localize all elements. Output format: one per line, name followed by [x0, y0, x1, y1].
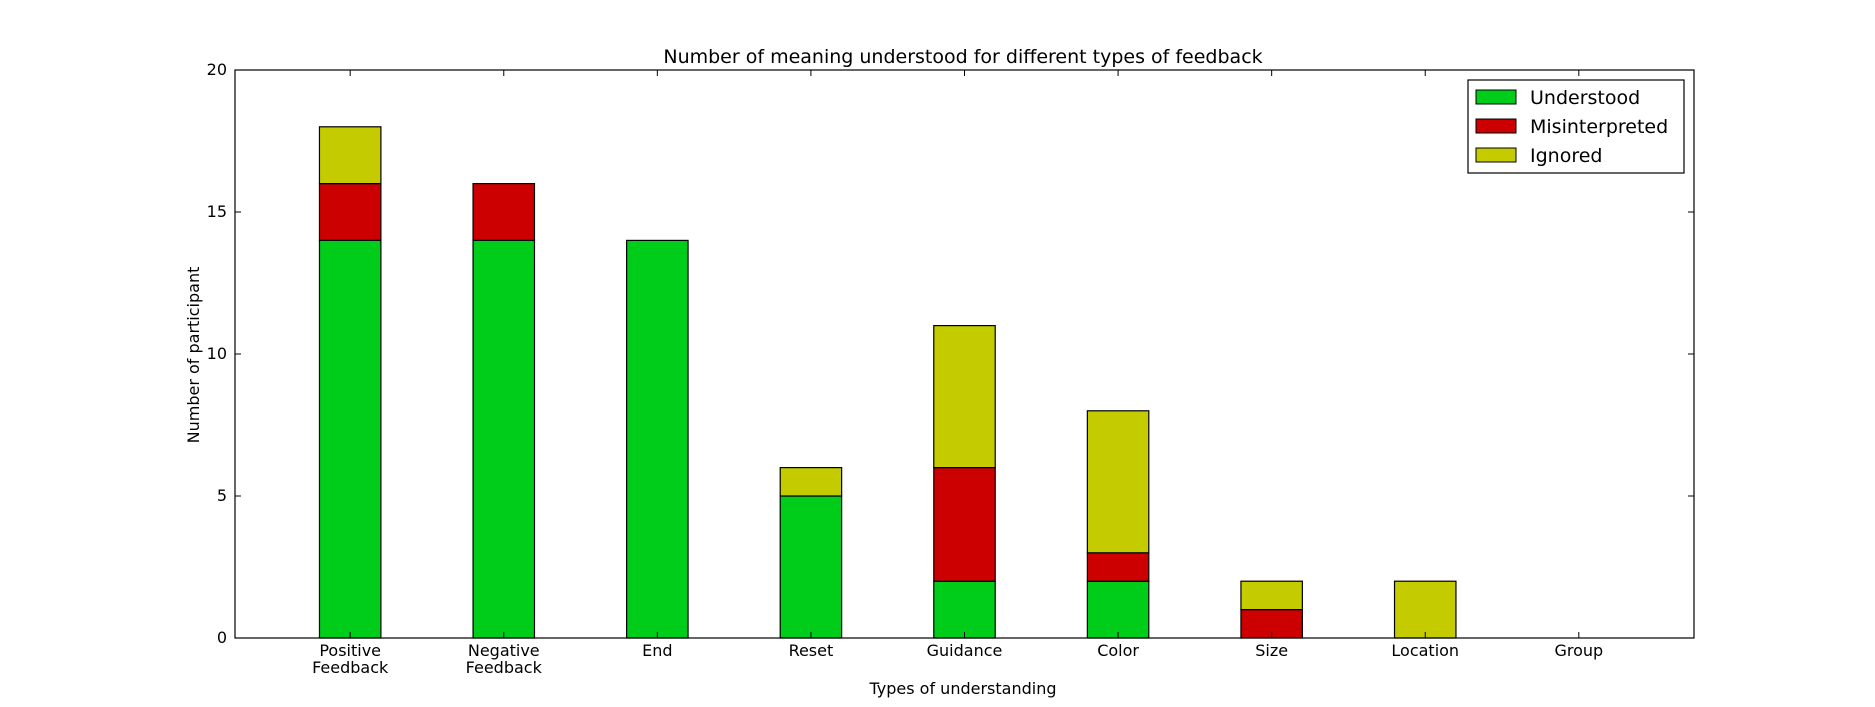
legend-label-misinterpreted: Misinterpreted — [1530, 116, 1668, 138]
y-tick-label: 10 — [207, 344, 227, 363]
bar-understood-1 — [472, 239, 536, 639]
x-axis-label: Types of understanding — [869, 679, 1057, 698]
x-tick-label: Positive Feedback — [312, 641, 389, 677]
plot-frame — [234, 69, 1695, 639]
x-tick-label: Size — [1255, 641, 1288, 660]
legend-swatch-understood — [1475, 89, 1517, 105]
legend-label-ignored: Ignored — [1530, 145, 1602, 167]
bar-ignored-5 — [1086, 410, 1150, 554]
x-tick-label: End — [642, 641, 672, 660]
y-tick-label: 5 — [217, 486, 227, 505]
y-axis-label: Number of participant — [184, 267, 203, 444]
bar-understood-0 — [318, 239, 382, 639]
bar-misinterpreted-4 — [933, 467, 996, 582]
x-tick-label: Reset — [789, 641, 834, 660]
legend-label-understood: Understood — [1530, 87, 1640, 109]
chart-title: Number of meaning understood for differe… — [663, 46, 1262, 68]
legend-swatch-ignored — [1475, 147, 1517, 163]
bar-understood-3 — [779, 495, 843, 639]
bar-ignored-4 — [933, 325, 996, 469]
bar-understood-5 — [1086, 580, 1150, 639]
y-tick-label: 15 — [207, 202, 227, 221]
bar-ignored-3 — [779, 467, 843, 497]
bar-ignored-7 — [1393, 580, 1457, 639]
x-tick-label: Location — [1391, 641, 1459, 660]
x-tick-label: Guidance — [927, 641, 1003, 660]
bar-misinterpreted-0 — [318, 183, 382, 242]
bar-ignored-0 — [318, 126, 382, 185]
y-tick-label: 0 — [217, 628, 227, 647]
legend-swatch-misinterpreted — [1475, 118, 1517, 134]
axes-group: Positive Feedback Negative Feedback End Reset… — [207, 60, 1695, 677]
bars-group — [318, 126, 1457, 639]
bar-misinterpreted-5 — [1086, 552, 1150, 582]
y-tick-label: 20 — [207, 60, 227, 79]
legend: Understood Misinterpreted Ignored — [1467, 79, 1685, 174]
x-tick-label: Group — [1554, 641, 1603, 660]
bar-understood-2 — [626, 239, 689, 639]
x-tick-label: Negative Feedback — [466, 641, 543, 677]
x-tick-label: Color — [1097, 641, 1139, 660]
bar-ignored-6 — [1240, 580, 1303, 611]
bar-misinterpreted-1 — [472, 183, 536, 242]
bar-understood-4 — [933, 580, 996, 639]
